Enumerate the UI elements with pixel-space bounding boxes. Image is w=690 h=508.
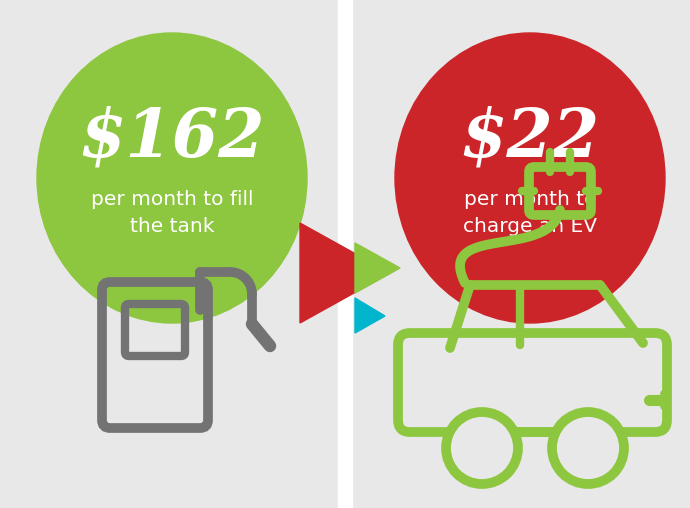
Ellipse shape [37, 33, 307, 323]
Ellipse shape [395, 33, 665, 323]
Text: $22: $22 [460, 106, 600, 171]
Circle shape [552, 412, 624, 484]
Bar [352, 0, 690, 508]
Polygon shape [355, 243, 400, 293]
Text: per month to
charge an EV: per month to charge an EV [463, 190, 597, 236]
Bar [0, 0, 338, 508]
Polygon shape [355, 298, 385, 333]
Text: per month to fill
the tank: per month to fill the tank [91, 190, 253, 236]
Circle shape [446, 412, 518, 484]
Polygon shape [300, 223, 390, 323]
Bar [338, 0, 352, 508]
Text: $162: $162 [79, 106, 265, 171]
